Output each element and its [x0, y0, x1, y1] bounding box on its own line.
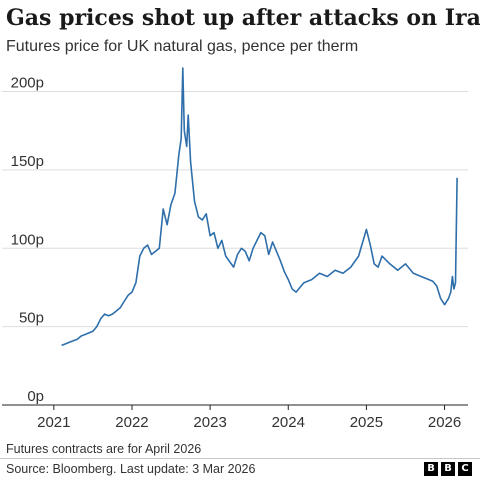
chart-subtitle: Futures price for UK natural gas, pence … [6, 38, 359, 55]
x-tick-label: 2022 [115, 414, 148, 431]
chart-footnote: Futures contracts are for April 2026 [6, 442, 202, 456]
line-chart: 0p 50p 100p 150p 200p 2021 2022 2023 2024 2025 202… [2, 67, 468, 431]
x-tick-label: 2025 [350, 414, 383, 431]
y-tick-label: 100p [11, 231, 44, 248]
grid-layer [2, 91, 468, 328]
x-tick-label: 2024 [272, 414, 305, 431]
y-tick-label: 200p [11, 75, 44, 92]
chart-source: Source: Bloomberg. Last update: 3 Mar 20… [6, 462, 256, 476]
x-tick-label: 2023 [193, 414, 226, 431]
series-line-gas-price [61, 67, 458, 347]
y-tick-label: 150p [11, 153, 44, 170]
series-layer [61, 67, 458, 347]
y-tick-label: 0p [27, 388, 44, 405]
chart-title: Gas prices shot up after attacks on Iran [6, 5, 480, 31]
footer-divider [0, 458, 480, 459]
y-tick-label: 50p [19, 310, 44, 327]
axis-layer: 0p 50p 100p 150p 200p 2021 2022 2023 2024 2025 202… [2, 75, 468, 431]
x-tick-label: 2026 [428, 414, 461, 431]
x-tick-label: 2021 [37, 414, 70, 431]
